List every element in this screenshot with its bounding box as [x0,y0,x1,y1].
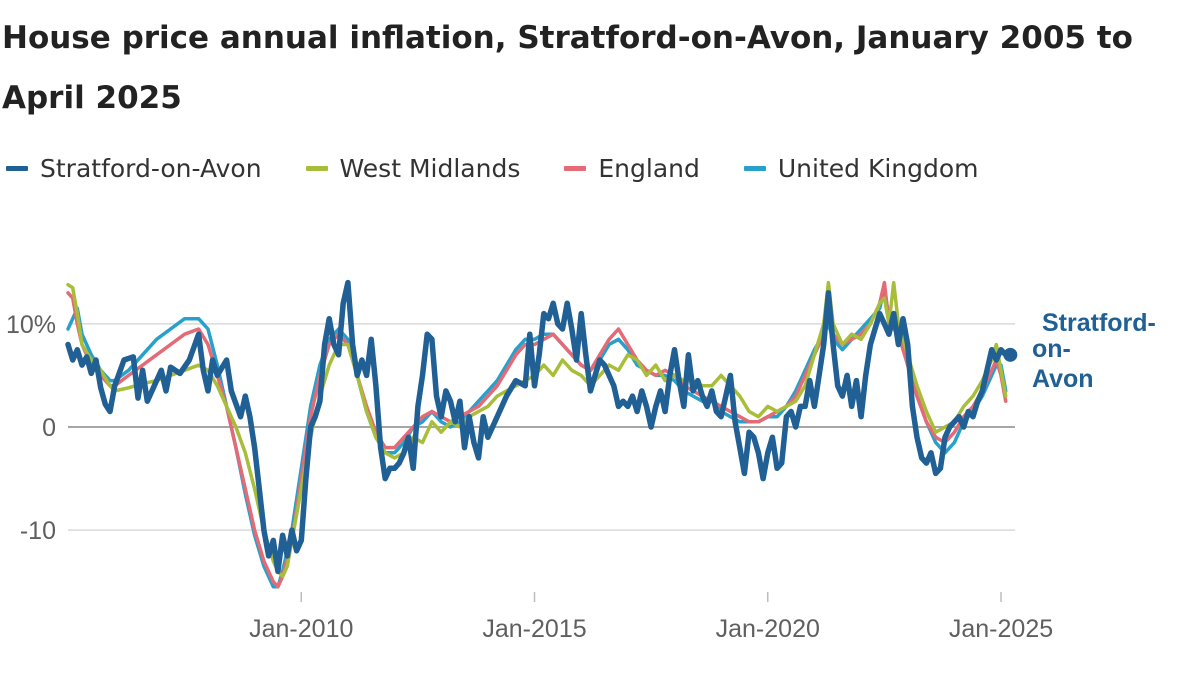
end-label-group: Stratford-on-Avon [1003,309,1156,393]
legend-label: England [598,153,700,183]
series-lines [65,279,1014,589]
legend-swatch [6,165,28,171]
y-tick-label: -10 [20,517,56,545]
x-tick-label: Jan-2010 [249,615,353,643]
y-tick-label: 10% [6,311,56,339]
chart-title: House price annual inflation, Stratford-… [2,20,1133,116]
x-axis: Jan-2010 Jan-2015 Jan-2020 Jan-2025 [249,592,1053,643]
legend-item-west-midlands: West Midlands [305,153,521,183]
series-line-stratford-on-avon [65,279,1014,575]
legend-swatch [305,165,328,171]
legend-label: United Kingdom [777,153,979,183]
legend-label: West Midlands [339,153,521,183]
x-tick-label: Jan-2015 [482,615,586,643]
x-tick-label: Jan-2020 [716,615,820,643]
end-label-line: on- [1032,335,1071,363]
end-point-marker [1003,347,1018,362]
legend-item-england: England [564,154,700,183]
legend-label: Stratford-on-Avon [40,153,262,183]
end-label-line: Avon [1032,365,1094,393]
end-label-line: Stratford- [1042,309,1156,337]
legend: Stratford-on-Avon West Midlands England Uni… [6,148,1023,188]
y-tick-label: 0 [42,414,56,442]
legend-swatch [564,165,587,171]
legend-swatch [743,165,766,171]
y-axis: 10% 0 -10 [6,311,56,545]
x-tick-label: Jan-2025 [949,615,1053,643]
legend-item-united-kingdom: United Kingdom [743,153,979,183]
legend-item-stratford-on-avon: Stratford-on-Avon [6,154,262,183]
series-line-west-midlands [66,280,1008,579]
